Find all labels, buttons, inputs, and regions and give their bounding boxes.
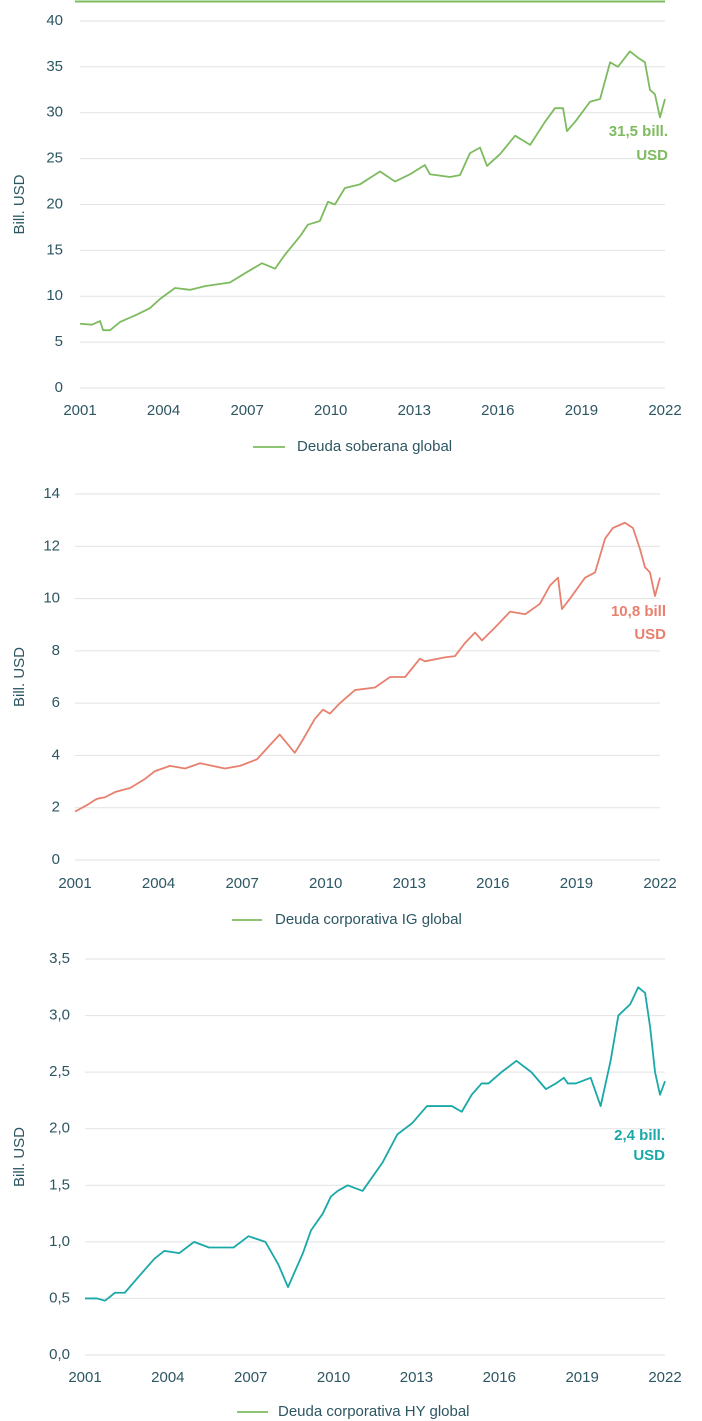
y-tick-label: 4: [52, 746, 60, 763]
x-tick-label: 2001: [68, 1369, 101, 1386]
y-tick-label: 10: [46, 287, 63, 304]
y-tick-label: 0: [52, 851, 60, 868]
y-tick-label: 40: [46, 12, 63, 29]
x-tick-label: 2004: [142, 875, 175, 892]
x-tick-label: 2013: [393, 875, 426, 892]
y-tick-label: 6: [52, 694, 60, 711]
legend-label: Deuda corporativa HY global: [278, 1403, 470, 1420]
y-tick-label: 15: [46, 241, 63, 258]
x-tick-label: 2007: [225, 875, 258, 892]
y-tick-label: 3,5: [49, 950, 70, 967]
x-tick-label: 2013: [398, 402, 431, 419]
x-tick-label: 2016: [481, 402, 514, 419]
y-tick-label: 1,5: [49, 1176, 70, 1193]
data-line: [79, 50, 666, 332]
x-tick-label: 2019: [560, 875, 593, 892]
y-tick-label: 35: [46, 58, 63, 75]
y-tick-label: 20: [46, 195, 63, 212]
x-tick-label: 2019: [565, 402, 598, 419]
legend-label: Deuda soberana global: [297, 438, 452, 455]
x-tick-label: 2022: [648, 1369, 681, 1386]
x-tick-label: 2013: [400, 1369, 433, 1386]
x-tick-label: 2016: [483, 1369, 516, 1386]
x-tick-label: 2019: [565, 1369, 598, 1386]
x-tick-label: 2004: [151, 1369, 184, 1386]
annotation: USD: [636, 147, 668, 164]
annotation: 10,8 bill: [611, 603, 666, 620]
data-line: [85, 986, 666, 1302]
y-axis-label: Bill. USD: [11, 647, 28, 707]
x-tick-label: 2010: [314, 402, 347, 419]
y-tick-label: 0: [55, 379, 63, 396]
x-tick-label: 2022: [648, 402, 681, 419]
y-tick-label: 8: [52, 642, 60, 659]
y-tick-label: 2,0: [49, 1120, 70, 1137]
x-tick-label: 2001: [58, 875, 91, 892]
x-tick-label: 2016: [476, 875, 509, 892]
y-tick-label: 0,0: [49, 1346, 70, 1363]
annotation: 2,4 bill.: [614, 1127, 665, 1144]
y-tick-label: 14: [43, 485, 60, 502]
y-tick-label: 3,0: [49, 1007, 70, 1024]
annotation: USD: [634, 626, 666, 643]
y-tick-label: 10: [43, 590, 60, 607]
y-tick-label: 12: [43, 537, 60, 554]
y-tick-label: 5: [55, 333, 63, 350]
y-axis-label: Bill. USD: [11, 174, 28, 234]
y-tick-label: 2: [52, 799, 60, 816]
x-tick-label: 2001: [63, 402, 96, 419]
y-axis-label: Bill. USD: [11, 1127, 28, 1187]
annotation: 31,5 bill.: [609, 123, 668, 140]
y-tick-label: 1,0: [49, 1233, 70, 1250]
x-tick-label: 2004: [147, 402, 180, 419]
annotation: USD: [633, 1147, 665, 1164]
x-tick-label: 2010: [317, 1369, 350, 1386]
x-tick-label: 2010: [309, 875, 342, 892]
x-tick-label: 2007: [234, 1369, 267, 1386]
y-tick-label: 25: [46, 150, 63, 167]
y-tick-label: 0,5: [49, 1289, 70, 1306]
data-line: [74, 521, 661, 813]
y-tick-label: 30: [46, 104, 63, 121]
x-tick-label: 2007: [230, 402, 263, 419]
y-tick-label: 2,5: [49, 1063, 70, 1080]
x-tick-label: 2022: [643, 875, 676, 892]
legend-label: Deuda corporativa IG global: [275, 911, 462, 928]
